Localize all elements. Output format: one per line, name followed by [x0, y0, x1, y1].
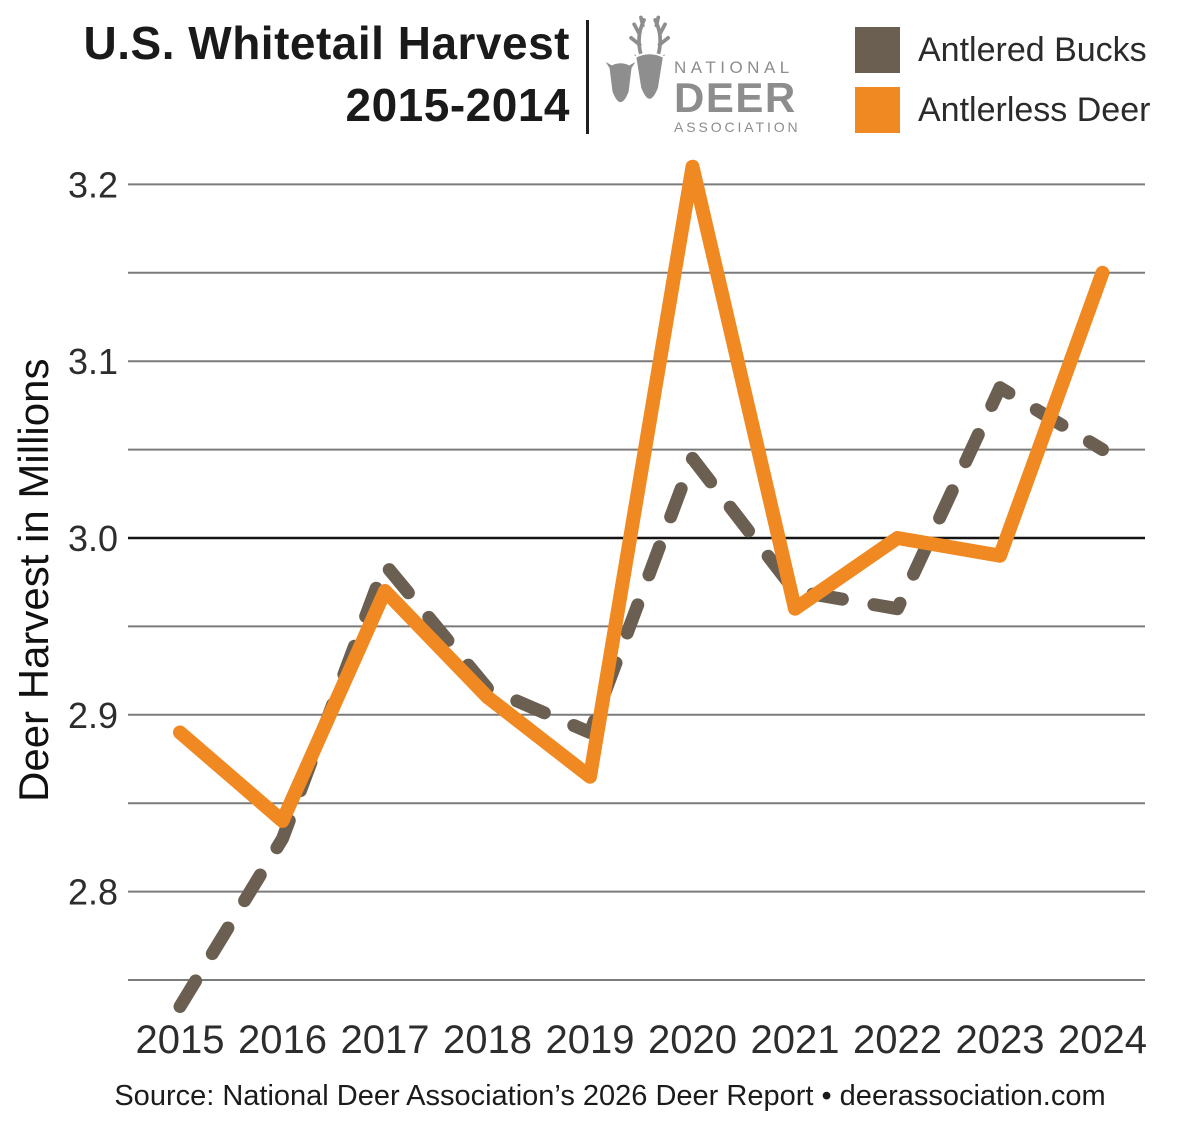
deer-icon	[605, 15, 670, 103]
title-divider	[586, 20, 589, 134]
y-tick-2.8: 2.8	[68, 872, 118, 913]
x-tick-2019: 2019	[546, 1018, 635, 1062]
x-tick-2018: 2018	[443, 1018, 532, 1062]
antlered-bucks-label: Antlered Bucks	[918, 30, 1147, 69]
logo-national: NATIONAL	[674, 58, 794, 77]
series-line-antlerless-deer	[173, 159, 1110, 828]
legend: Antlered Bucks Antlerless Deer	[855, 26, 1150, 146]
x-tick-2024: 2024	[1058, 1018, 1147, 1062]
y-tick-3: 3.0	[68, 518, 118, 559]
x-tick-2015: 2015	[136, 1018, 225, 1062]
source-attribution: Source: National Deer Association’s 2026…	[114, 1080, 1106, 1112]
chart-title: U.S. Whitetail Harvest 2015-2014	[0, 12, 570, 136]
y-tick-3.2: 3.2	[68, 164, 118, 205]
legend-item-antlered-bucks: Antlered Bucks	[855, 26, 1150, 74]
antlered-bucks-swatch	[855, 27, 900, 73]
title-line-1: U.S. Whitetail Harvest	[83, 17, 570, 69]
logo-deer: DEER	[674, 74, 797, 121]
x-tick-2017: 2017	[341, 1018, 430, 1062]
title-line-2: 2015-2014	[345, 79, 570, 131]
x-tick-2016: 2016	[238, 1018, 327, 1062]
legend-item-antlerless-deer: Antlerless Deer	[855, 86, 1150, 134]
antlerless-deer-swatch	[855, 87, 900, 133]
logo-association: ASSOCIATION	[674, 119, 801, 135]
antlerless-deer-label: Antlerless Deer	[918, 90, 1151, 129]
x-tick-2020: 2020	[648, 1018, 737, 1062]
nda-logo: NATIONAL DEER ASSOCIATION	[602, 14, 801, 136]
y-tick-3.1: 3.1	[68, 341, 118, 382]
x-tick-2023: 2023	[956, 1018, 1045, 1062]
y-tick-2.9: 2.9	[68, 695, 118, 736]
logo-text: NATIONAL DEER ASSOCIATION	[674, 14, 801, 136]
x-tick-2021: 2021	[751, 1018, 840, 1062]
x-tick-2022: 2022	[853, 1018, 942, 1062]
